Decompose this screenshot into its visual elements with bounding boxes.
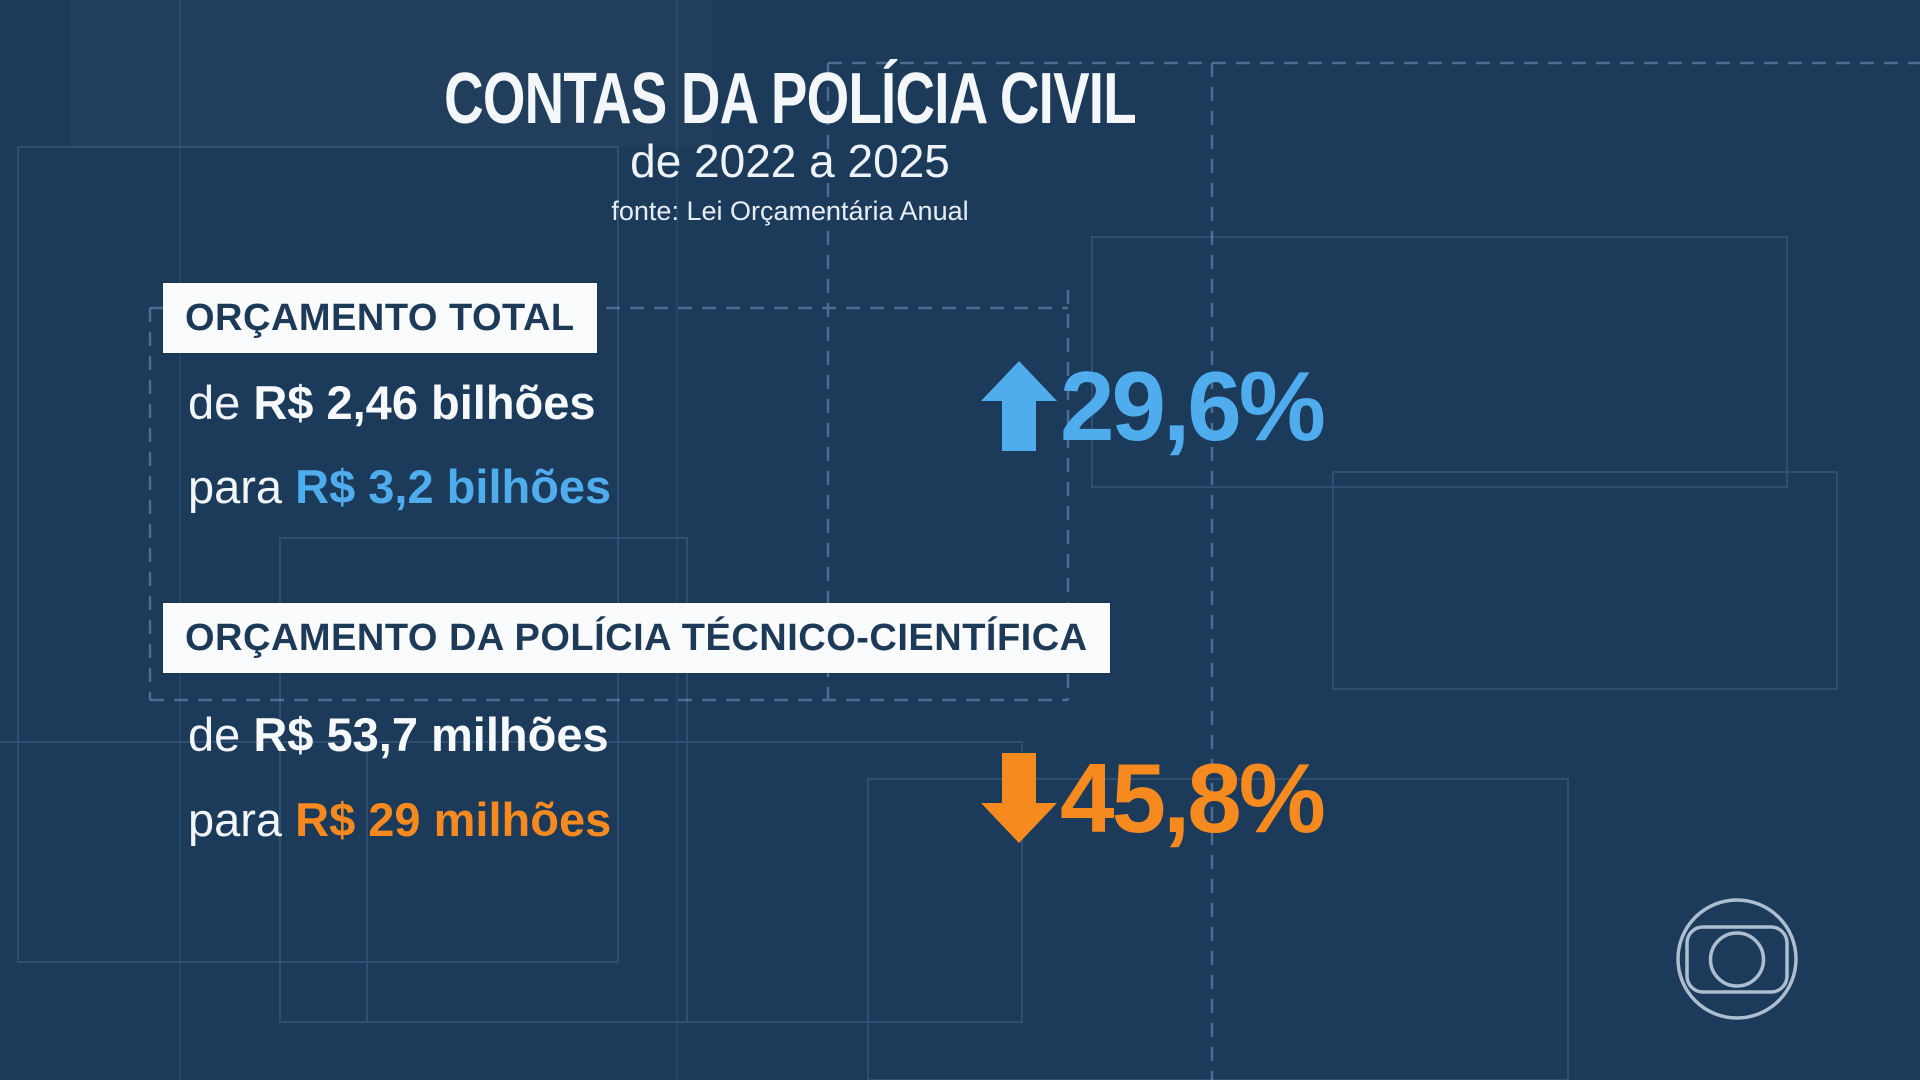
from-prefix: de bbox=[188, 376, 241, 429]
page-title: CONTAS DA POLÍCIA CIVIL bbox=[444, 59, 1137, 139]
up-arrow-icon bbox=[981, 361, 1057, 451]
tech-budget-to-value: R$ 29 milhões bbox=[295, 793, 612, 846]
tech-budget-to: para R$ 29 milhões bbox=[188, 794, 611, 846]
tech-budget-from-value: R$ 53,7 milhões bbox=[253, 708, 609, 761]
total-budget-change: 29,6% bbox=[981, 351, 1326, 461]
from-prefix: de bbox=[188, 708, 241, 761]
tech-budget-from: de R$ 53,7 milhões bbox=[188, 709, 609, 761]
section-label-technical-scientific: ORÇAMENTO DA POLÍCIA TÉCNICO-CIENTÍFICA bbox=[163, 603, 1110, 673]
total-budget-change-value: 29,6% bbox=[1060, 351, 1326, 461]
source-note: fonte: Lei Orçamentária Anual bbox=[611, 196, 969, 226]
tech-budget-change-value: 45,8% bbox=[1060, 743, 1326, 853]
down-arrow-icon bbox=[981, 753, 1057, 843]
to-prefix: para bbox=[188, 460, 283, 513]
section-label-total-budget: ORÇAMENTO TOTAL bbox=[163, 283, 597, 353]
total-budget-from: de R$ 2,46 bilhões bbox=[188, 377, 596, 429]
total-budget-to-value: R$ 3,2 bilhões bbox=[295, 460, 612, 513]
to-prefix: para bbox=[188, 793, 283, 846]
globo-logo bbox=[1676, 898, 1798, 1020]
total-budget-from-value: R$ 2,46 bilhões bbox=[253, 376, 596, 429]
tech-budget-change: 45,8% bbox=[981, 743, 1326, 853]
total-budget-to: para R$ 3,2 bilhões bbox=[188, 461, 611, 513]
page-subtitle: de 2022 a 2025 bbox=[630, 135, 950, 187]
